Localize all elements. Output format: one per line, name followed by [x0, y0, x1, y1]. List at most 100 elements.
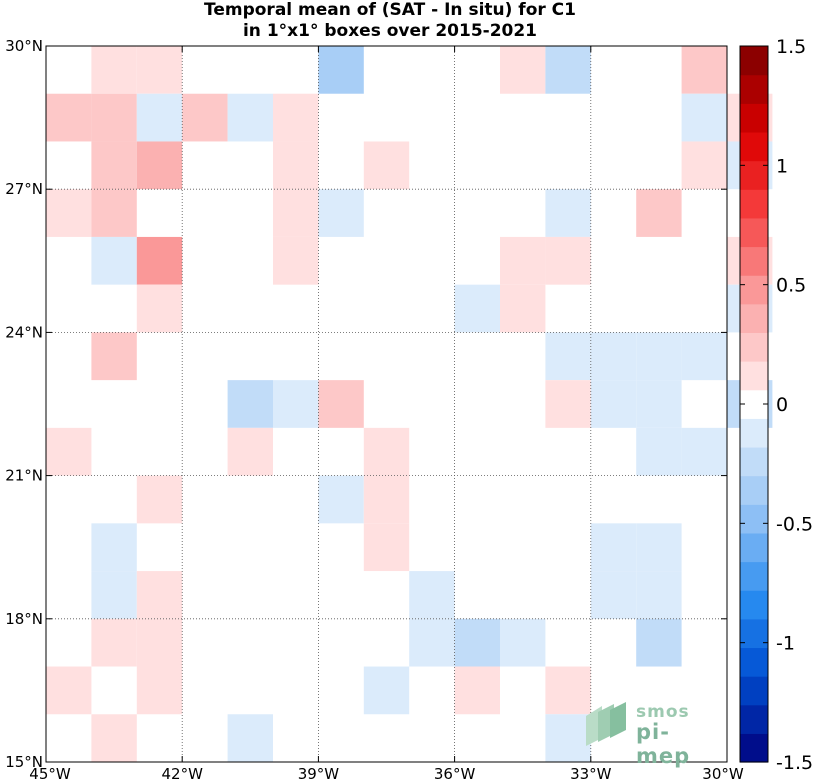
- heatmap-cell: [91, 189, 137, 237]
- logo-text-pimep: pi-mep: [636, 720, 691, 768]
- heatmap-cell: [681, 427, 727, 476]
- heatmap-cell: [636, 427, 682, 476]
- heatmap-cell: [363, 666, 410, 715]
- y-tick-label: 30°N: [5, 37, 43, 55]
- colorbar-segment: [740, 590, 768, 620]
- heatmap-cell: [454, 284, 500, 333]
- heatmap-cell: [363, 427, 410, 476]
- colorbar-segment: [740, 561, 768, 591]
- smos-pimep-logo: smos pi-mep: [580, 696, 720, 768]
- heatmap-cell: [500, 618, 546, 667]
- x-tick-label: 39°W: [298, 765, 340, 782]
- heatmap-cell: [545, 189, 591, 237]
- heatmap-cell: [46, 93, 92, 142]
- colorbar-tick-label: 1: [776, 155, 788, 177]
- grid-lines: [46, 46, 727, 762]
- colorbar-segment: [740, 103, 768, 133]
- heatmap-cell: [136, 93, 183, 142]
- x-tick-label: 33°W: [570, 765, 612, 782]
- heatmap-cell: [318, 380, 364, 428]
- heatmap-cell: [273, 380, 319, 428]
- heatmap-cell: [318, 46, 364, 94]
- heatmap-cell: [46, 427, 92, 476]
- heatmap-cell: [136, 666, 183, 715]
- colorbar-tick-label: 0.5: [776, 275, 806, 297]
- heatmap-cell: [91, 714, 137, 762]
- y-tick-label: 15°N: [5, 753, 43, 771]
- heatmap-cell: [545, 714, 591, 762]
- heatmap-cell: [273, 141, 319, 190]
- heatmap-cells: [46, 46, 773, 762]
- heatmap-cell: [318, 189, 364, 237]
- x-tick-label: 42°W: [161, 765, 203, 782]
- heatmap-cell: [636, 332, 682, 381]
- colorbar-segment: [740, 332, 768, 362]
- heatmap-cell: [273, 93, 319, 142]
- plot-frame: [45, 45, 728, 763]
- heatmap-cell: [500, 46, 546, 94]
- heatmap-cell: [136, 284, 183, 333]
- colorbar-segment: [740, 275, 768, 305]
- y-tick-label: 24°N: [5, 323, 43, 341]
- heatmap-cell: [681, 141, 727, 190]
- heatmap-cell: [590, 332, 637, 381]
- heatmap-cell: [545, 46, 591, 94]
- colorbar-tick-label: -1.5: [776, 752, 813, 774]
- heatmap-cell: [636, 571, 682, 619]
- chart-title-line-1: Temporal mean of (SAT - In situ) for C1: [204, 0, 576, 20]
- chart-title-line-2: in 1°x1° boxes over 2015-2021: [242, 21, 538, 41]
- heatmap-cell: [136, 236, 183, 285]
- heatmap-cell: [409, 618, 455, 667]
- heatmap-cell: [273, 236, 319, 285]
- heatmap-cell: [681, 93, 727, 142]
- colorbar-segment: [740, 217, 768, 248]
- heatmap-cell: [681, 46, 727, 94]
- x-tick-label: 36°W: [434, 765, 476, 782]
- heatmap-cell: [227, 93, 273, 142]
- heatmap-cell: [545, 332, 591, 381]
- colorbar-segment: [740, 303, 768, 333]
- logo-text-smos: smos: [636, 702, 690, 722]
- heatmap-cell: [136, 46, 183, 94]
- colorbar-segment: [740, 246, 768, 276]
- heatmap-cell: [636, 523, 682, 572]
- colorbar-tick-label: 1.5: [776, 36, 806, 58]
- heatmap-cell: [46, 189, 92, 237]
- heatmap-cell: [91, 332, 137, 381]
- heatmap-cell: [91, 141, 137, 190]
- heatmap-cell: [318, 475, 364, 524]
- colorbar-segment: [740, 532, 768, 563]
- heatmap-cell: [91, 46, 137, 94]
- colorbar-segment: [740, 504, 768, 534]
- heatmap-cell: [454, 666, 500, 715]
- heatmap-cell: [227, 427, 273, 476]
- heatmap-cell: [136, 141, 183, 190]
- colorbar-segment: [740, 46, 768, 76]
- y-tick-label: 21°N: [5, 467, 43, 485]
- colorbar-segment: [740, 361, 768, 391]
- colorbar-segment: [740, 475, 768, 505]
- heatmap-cell: [545, 380, 591, 428]
- heatmap-cell: [91, 618, 137, 667]
- heatmap-cell: [46, 666, 92, 715]
- heatmap-cell: [500, 236, 546, 285]
- heatmap-cell: [91, 236, 137, 285]
- heatmap-cell: [590, 571, 637, 619]
- y-tick-label: 18°N: [5, 610, 43, 628]
- heatmap-cell: [409, 571, 455, 619]
- heatmap-cell: [636, 380, 682, 428]
- heatmap-cell: [636, 189, 682, 237]
- y-tick-label: 27°N: [5, 180, 43, 198]
- colorbar-segment: [740, 733, 768, 763]
- heatmap-cell: [454, 618, 500, 667]
- heatmap-cell: [681, 332, 727, 381]
- logo-mark-icon: [586, 702, 626, 746]
- heatmap-cell: [363, 523, 410, 572]
- x-tick-label: 45°W: [29, 765, 71, 782]
- colorbar-tick-label: -0.5: [776, 513, 813, 535]
- heatmap-cell: [136, 618, 183, 667]
- heatmap-cell: [227, 714, 273, 762]
- colorbar-segment: [740, 189, 768, 219]
